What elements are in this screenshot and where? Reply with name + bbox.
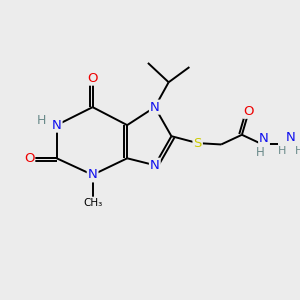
- Text: N: N: [259, 132, 269, 146]
- Text: CH₃: CH₃: [83, 197, 102, 208]
- Text: N: N: [88, 168, 98, 182]
- Text: N: N: [52, 118, 62, 132]
- Text: O: O: [87, 72, 98, 85]
- Text: H: H: [278, 146, 286, 156]
- Text: H: H: [37, 115, 46, 128]
- Text: H: H: [256, 146, 264, 159]
- Text: O: O: [24, 152, 34, 165]
- Text: N: N: [285, 131, 295, 144]
- Text: O: O: [244, 105, 254, 118]
- Text: S: S: [194, 136, 202, 150]
- Text: N: N: [150, 100, 160, 114]
- Text: N: N: [150, 159, 160, 172]
- Text: H: H: [294, 146, 300, 156]
